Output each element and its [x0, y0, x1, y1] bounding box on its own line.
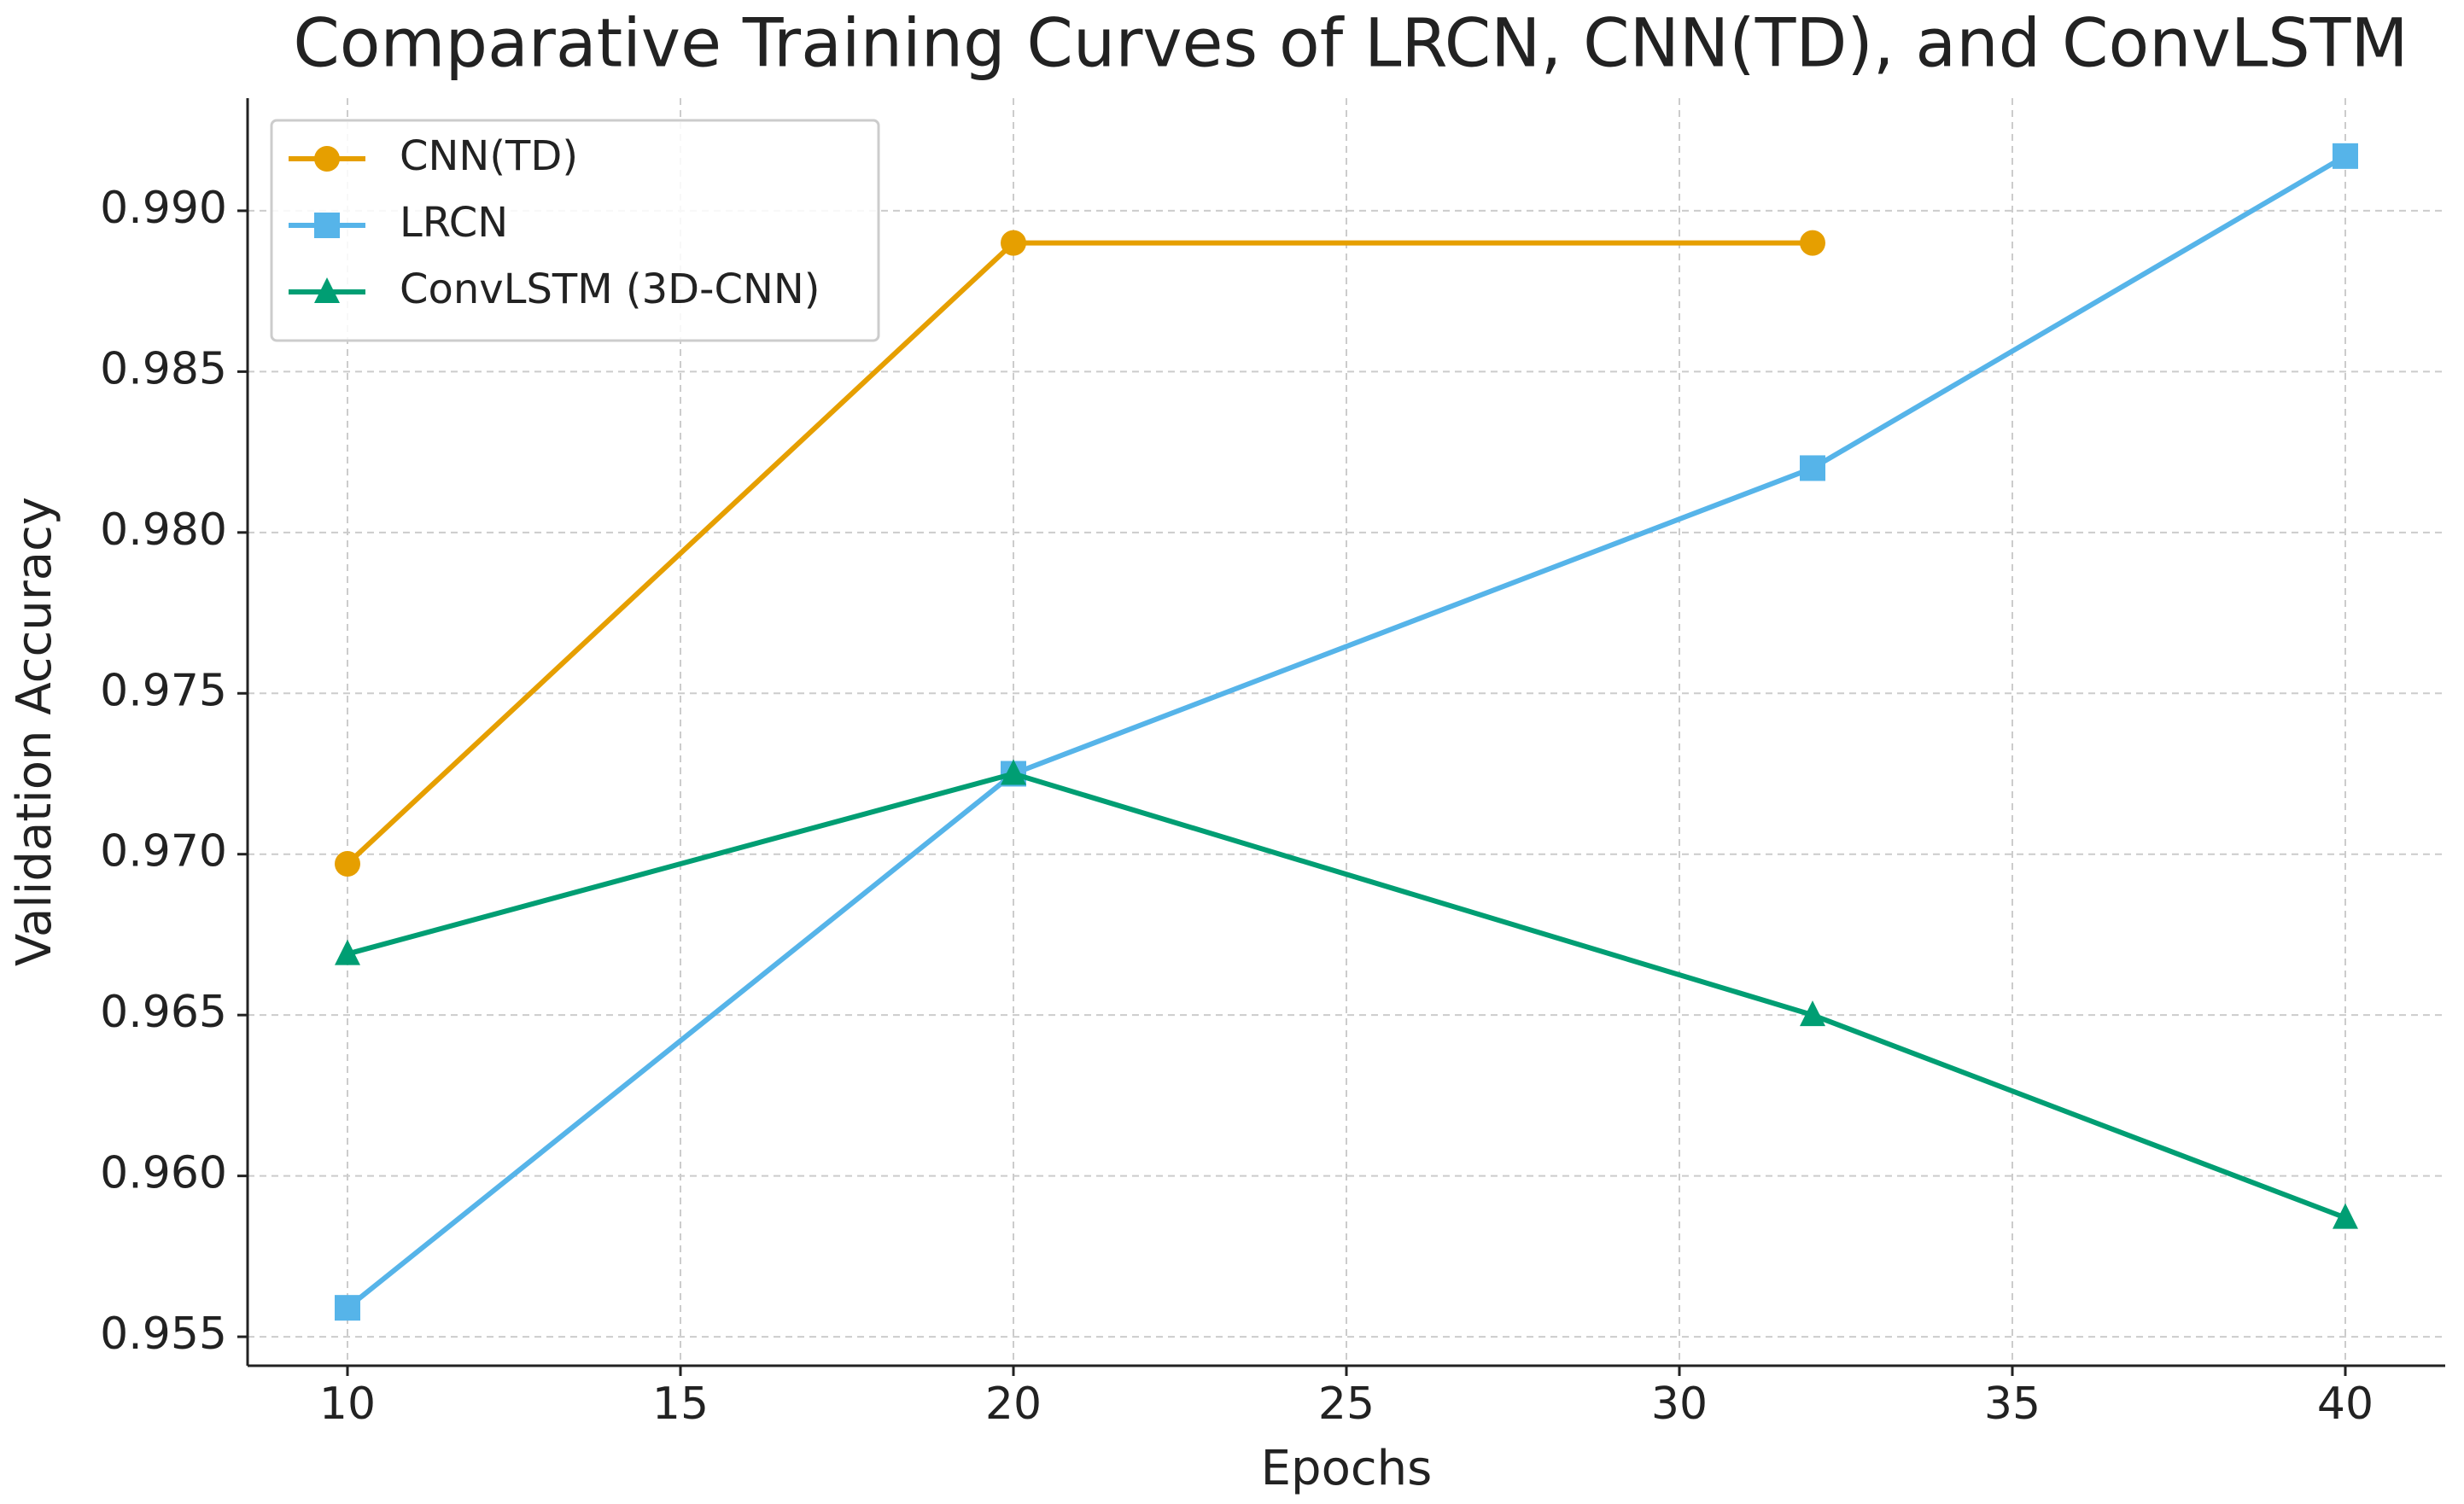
marker — [335, 1295, 360, 1321]
y-tick-label: 0.975 — [100, 665, 227, 716]
chart-title: Comparative Training Curves of LRCN, CNN… — [293, 5, 2408, 82]
y-tick-label: 0.960 — [100, 1148, 227, 1199]
series-line — [346, 154, 2347, 1310]
marker — [314, 146, 340, 172]
marker — [1001, 230, 1026, 256]
marker — [314, 277, 340, 303]
marker — [1800, 230, 1825, 256]
series-line — [347, 771, 2347, 1221]
y-tick-label: 0.980 — [100, 504, 227, 556]
x-tick-label: 20 — [985, 1379, 1042, 1430]
y-tick-label: 0.985 — [100, 343, 227, 394]
x-tick-label: 35 — [1984, 1379, 2041, 1430]
marker — [2333, 1203, 2358, 1229]
marker — [2333, 143, 2358, 169]
legend-box — [270, 119, 880, 342]
legend-label: LRCN — [400, 199, 508, 247]
y-tick-label: 0.965 — [100, 987, 227, 1038]
marker — [314, 213, 340, 238]
y-axis-label: Validation Accuracy — [7, 497, 62, 966]
x-tick-label: 10 — [319, 1379, 376, 1430]
marker — [1800, 1000, 1825, 1027]
y-tick-label: 0.955 — [100, 1309, 227, 1360]
legend-label: ConvLSTM (3D-CNN) — [400, 265, 820, 313]
x-tick-label: 25 — [1318, 1379, 1375, 1430]
x-tick-label: 30 — [1651, 1379, 1708, 1430]
marker — [335, 851, 360, 877]
y-tick-label: 0.970 — [100, 826, 227, 877]
y-tick-label: 0.990 — [100, 183, 227, 234]
marker — [335, 939, 360, 965]
x-tick-label: 15 — [652, 1379, 709, 1430]
legend-label: CNN(TD) — [400, 132, 578, 180]
marker — [1001, 759, 1026, 785]
x-tick-label: 40 — [2317, 1379, 2373, 1430]
x-axis-label: Epochs — [1261, 1441, 1433, 1496]
marker — [1800, 455, 1825, 481]
